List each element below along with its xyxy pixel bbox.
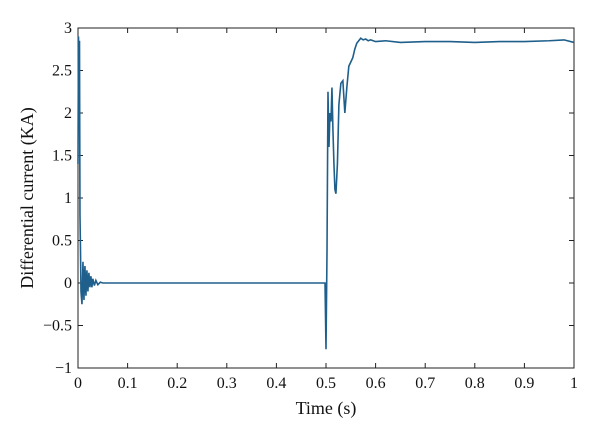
x-tick-label: 0 [74, 375, 82, 392]
x-tick-label: 0.1 [118, 375, 138, 392]
axis-ticks [77, 27, 575, 369]
x-tick-label: 0.7 [415, 375, 435, 392]
y-tick-label: 1.5 [52, 148, 72, 165]
x-tick-label: 1 [570, 375, 578, 392]
axis-tick-labels: 0 0.1 0.2 0.3 0.4 0.5 0.6 0.7 0.8 0.9 1 −1 −0.5 0 0.5 1… [43, 20, 578, 392]
y-tick-label: 2 [64, 105, 72, 122]
y-tick-label: 0 [64, 275, 72, 292]
x-tick-label: 0.2 [167, 375, 187, 392]
y-tick-label: 2.5 [52, 63, 72, 80]
series-line-differential-current [77, 36, 575, 350]
x-tick-label: 0.9 [514, 375, 534, 392]
x-tick-label: 0.6 [366, 375, 386, 392]
y-tick-label: −1 [55, 360, 72, 377]
y-axis-label: Differential current (KA) [17, 107, 38, 289]
x-tick-label: 0.5 [316, 375, 336, 392]
x-tick-label: 0.4 [266, 375, 286, 392]
x-tick-label: 0.8 [465, 375, 485, 392]
y-tick-label: 1 [64, 190, 72, 207]
x-axis-label: Time (s) [296, 398, 357, 419]
y-tick-label: 3 [64, 20, 72, 37]
y-tick-label: 0.5 [52, 233, 72, 250]
y-tick-label: −0.5 [43, 318, 72, 335]
x-tick-label: 0.3 [217, 375, 237, 392]
